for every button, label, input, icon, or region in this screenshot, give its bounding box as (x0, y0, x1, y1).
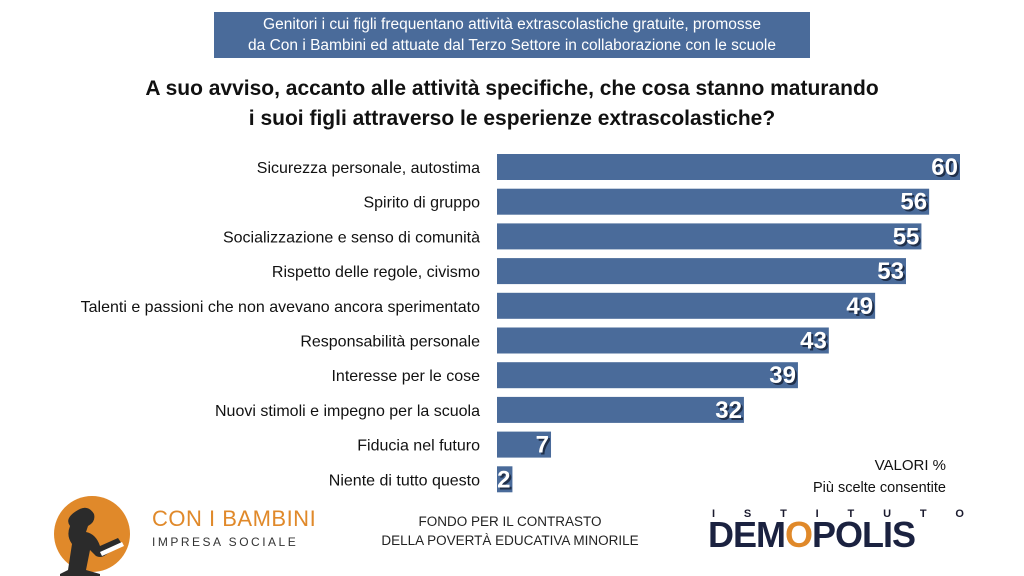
category-label: Talenti e passioni che non avevano ancor… (81, 299, 480, 316)
fondo-line-2: DELLA POVERTÀ EDUCATIVA MINORILE (381, 533, 639, 548)
value-label: 60 (931, 154, 958, 181)
fondo-line-1: FONDO PER IL CONTRASTO (418, 514, 602, 529)
multiple-choice-note: Più scelte consentite (813, 480, 946, 496)
value-label-shadow: 43 (802, 330, 829, 357)
chart-title: A suo avviso, accanto alle attività spec… (0, 74, 1024, 134)
category-label: Socializzazione e senso di comunità (223, 229, 480, 246)
value-label: 32 (715, 397, 742, 424)
istituto-letter: I (712, 508, 716, 520)
istituto-letter: S (743, 508, 752, 520)
value-label-shadow: 2 (499, 468, 512, 495)
category-label: Spirito di gruppo (363, 195, 480, 212)
bar (497, 223, 922, 250)
category-label: Interesse per le cose (331, 368, 480, 385)
bar (497, 362, 798, 389)
istituto-letter: T (919, 508, 927, 520)
subtitle-line-1: Genitori i cui figli frequentano attivit… (263, 16, 761, 33)
istituto-letter: T (780, 508, 787, 520)
value-label: 55 (893, 223, 920, 250)
value-label-shadow: 60 (933, 156, 960, 183)
value-label: 43 (800, 328, 827, 355)
value-label: 56 (900, 189, 927, 216)
con-i-bambini-logo-icon (54, 496, 130, 576)
istituto-letter: T (847, 508, 855, 520)
fondo-text: FONDO PER IL CONTRASTO DELLA POVERTÀ EDU… (360, 512, 660, 550)
value-label: 53 (877, 258, 904, 285)
value-label: 39 (769, 362, 796, 389)
value-label: 2 (497, 466, 510, 493)
bar (497, 466, 513, 493)
value-label-shadow: 55 (895, 225, 922, 252)
category-label: Sicurezza personale, autostima (257, 160, 480, 177)
value-label: 7 (536, 432, 549, 459)
category-label: Rispetto delle regole, civismo (272, 264, 480, 281)
demopolis-part-1: DEM (708, 514, 786, 555)
category-label: Responsabilità personale (300, 334, 480, 351)
title-line-2: i suoi figli attraverso le esperienze ex… (248, 107, 776, 130)
logo-subtitle: IMPRESA SOCIALE (152, 535, 299, 549)
values-unit-note: VALORI % (874, 457, 946, 474)
demopolis-logo: DEMOPOLIS (708, 514, 916, 556)
bar (497, 154, 960, 180)
bar (497, 292, 876, 319)
value-label-shadow: 32 (717, 399, 744, 426)
title-line-1: A suo avviso, accanto alle attività spec… (145, 77, 879, 100)
logo-name: CON I BAMBINI (152, 506, 317, 531)
istituto-letter: U (883, 508, 892, 520)
subtitle-line-2: da Con i Bambini ed attuate dal Terzo Se… (248, 37, 776, 54)
value-label-shadow: 56 (902, 191, 929, 218)
demopolis-o: O (785, 514, 813, 555)
value-label: 49 (846, 293, 873, 320)
bar (497, 258, 906, 285)
category-label: Nuovi stimoli e impegno per la scuola (215, 403, 480, 420)
subtitle-box: Genitori i cui figli frequentano attivit… (214, 12, 810, 58)
bar (497, 431, 552, 458)
demopolis-part-2: POLIS (812, 514, 916, 555)
value-label-shadow: 53 (879, 260, 906, 287)
value-label-shadow: 49 (848, 295, 875, 322)
category-label: Niente di tutto questo (329, 472, 480, 489)
bar (497, 188, 930, 215)
chart-notes: VALORI % Più scelte consentite (813, 455, 946, 499)
istituto-letter: O (955, 508, 964, 520)
istituto-letter: I (815, 508, 819, 520)
bar (497, 327, 829, 354)
bar (497, 396, 744, 423)
category-label: Fiducia nel futuro (357, 438, 480, 455)
value-label-shadow: 39 (771, 364, 798, 391)
value-label-shadow: 7 (538, 434, 551, 461)
